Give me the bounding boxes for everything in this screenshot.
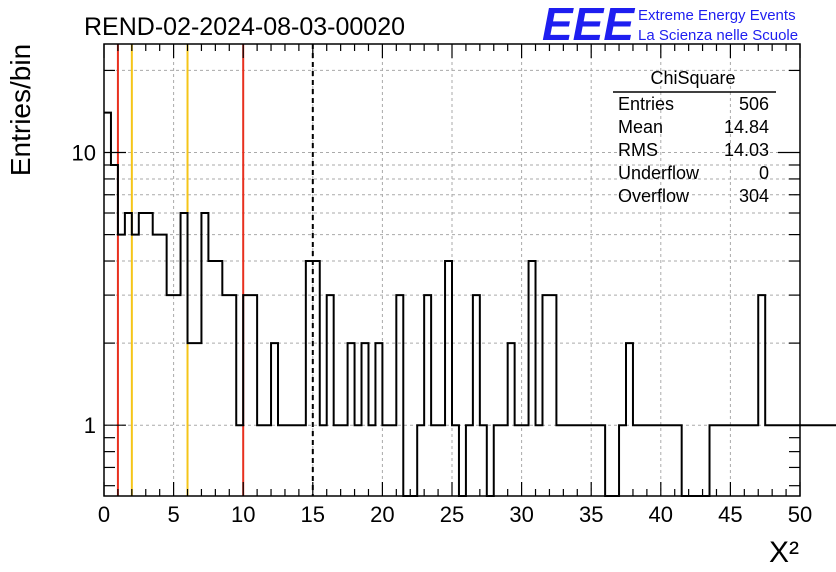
- y-tick-labels: 1 10: [72, 141, 96, 439]
- stats-value: 0: [759, 163, 769, 183]
- eee-logo-line1: Extreme Energy Events: [638, 7, 796, 24]
- x-tick-labels: 0 5 10 15 20 25 30 35 40 45 50: [98, 502, 812, 527]
- histogram-line: [104, 111, 836, 497]
- reference-lines: [116, 44, 314, 496]
- stats-label: Mean: [618, 117, 663, 137]
- chart-title: REND-02-2024-08-03-00020: [84, 13, 405, 41]
- stats-value: 506: [739, 94, 769, 114]
- x-tick-label: 50: [788, 502, 812, 527]
- x-tick-label: 25: [440, 502, 464, 527]
- x-tick-label: 15: [301, 502, 325, 527]
- x-tick-label: 30: [509, 502, 533, 527]
- stats-label: Overflow: [618, 186, 690, 206]
- y-tick-label: 1: [84, 413, 96, 438]
- stats-box: ChiSquare Entries 506 Mean 14.84 RMS 14.03 Und…: [613, 68, 776, 206]
- x-tick-label: 0: [98, 502, 110, 527]
- y-tick-label: 10: [72, 141, 96, 166]
- x-axis-label: X²: [769, 536, 799, 569]
- stats-label: Underflow: [618, 163, 700, 183]
- stats-title: ChiSquare: [650, 68, 735, 88]
- x-tick-label: 35: [579, 502, 603, 527]
- x-tick-label: 20: [370, 502, 394, 527]
- stats-value: 14.84: [724, 117, 769, 137]
- eee-logo-text: EEE: [542, 0, 635, 50]
- x-tick-label: 5: [167, 502, 179, 527]
- stats-value: 14.03: [724, 140, 769, 160]
- axis-ticks: [103, 44, 801, 496]
- x-tick-label: 10: [231, 502, 255, 527]
- stats-label: Entries: [618, 94, 674, 114]
- eee-logo-line2: La Scienza nelle Scuole: [638, 27, 798, 44]
- x-tick-label: 40: [649, 502, 673, 527]
- eee-logo: EEE Extreme Energy Events La Scienza nel…: [542, 0, 798, 50]
- stats-rows: Entries 506 Mean 14.84 RMS 14.03 Underflow 0 Ove…: [618, 94, 769, 206]
- x-tick-label: 45: [718, 502, 742, 527]
- y-axis-label: Entries/bin: [5, 44, 36, 176]
- stats-value: 304: [739, 186, 769, 206]
- stats-label: RMS: [618, 140, 658, 160]
